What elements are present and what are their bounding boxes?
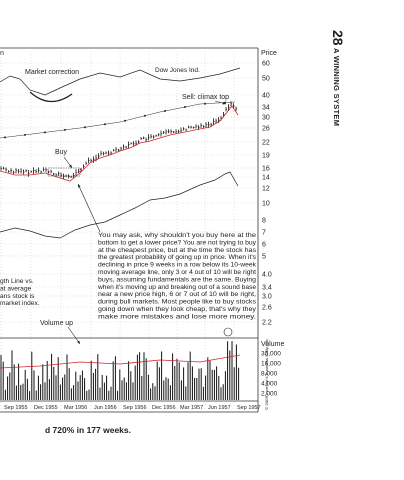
average-dot bbox=[124, 119, 126, 122]
price-tick-label: 8 bbox=[262, 218, 266, 225]
price-tick-label: 26 bbox=[262, 126, 270, 133]
average-dot bbox=[44, 131, 46, 134]
volume-tick-label: 30,000 bbox=[261, 351, 281, 358]
volume-tick-label: 16,000 bbox=[261, 361, 281, 368]
price-tick-label: 10 bbox=[262, 201, 270, 208]
long-average bbox=[0, 101, 236, 139]
paragraph-line: going down when they look cheap, that's … bbox=[98, 306, 257, 313]
x-tick-label: Jun 1957 bbox=[208, 405, 231, 411]
top-left-label: n bbox=[0, 50, 4, 57]
price-tick-label: 12 bbox=[262, 186, 270, 193]
annotation: Sell: climax top bbox=[182, 94, 229, 101]
average-dot bbox=[24, 133, 26, 136]
note-line: gth Line vs. bbox=[0, 278, 34, 285]
x-tick-label: Mar 1957 bbox=[180, 405, 203, 411]
average-dot bbox=[144, 114, 146, 117]
average-dot bbox=[84, 126, 86, 129]
price-tick-label: 14 bbox=[262, 175, 270, 182]
price-tick-label: 16 bbox=[262, 166, 270, 173]
price-tick-label: 5 bbox=[262, 254, 266, 261]
annotation: Dow Jones Ind. bbox=[155, 67, 200, 74]
average-dot bbox=[104, 123, 106, 126]
x-tick-label: Sep 1955 bbox=[4, 405, 28, 411]
rs-line bbox=[0, 171, 239, 239]
annotation: Volume up bbox=[40, 320, 73, 327]
x-tick-label: Sep 1956 bbox=[123, 405, 147, 411]
paragraph-line: bottom to get a lower price? You are not… bbox=[98, 239, 257, 246]
price-tick-label: 2.2 bbox=[262, 320, 272, 327]
note-line: ans stock is bbox=[0, 293, 35, 300]
price-tick-label: 19 bbox=[262, 153, 270, 160]
base-box bbox=[47, 167, 81, 177]
arrow-head bbox=[77, 340, 80, 344]
volume-tick-label: 2,000 bbox=[261, 391, 278, 398]
x-tick-label: Dec 1956 bbox=[152, 405, 176, 411]
volume-tick-label: 8,000 bbox=[261, 371, 278, 378]
x-tick-label: Dec 1955 bbox=[34, 405, 58, 411]
price-label: Price bbox=[261, 50, 277, 57]
volume-tick-label: 4,000 bbox=[261, 381, 278, 388]
annotation: Market correction bbox=[25, 69, 79, 76]
price-tick-label: 2.6 bbox=[262, 305, 272, 312]
price-tick-label: 6 bbox=[262, 242, 266, 249]
paragraph-line: the greatest probability of going up in … bbox=[98, 254, 257, 261]
paragraph-line: You may ask, why shouldn't you buy here … bbox=[98, 232, 256, 239]
arrow-head bbox=[69, 164, 72, 168]
arrow-head bbox=[222, 101, 226, 105]
price-tick-label: 22 bbox=[262, 140, 270, 147]
price-tick-label: 3.0 bbox=[262, 294, 272, 301]
average-dot bbox=[164, 110, 166, 112]
correction-arc bbox=[29, 91, 73, 103]
x-tick-label: Jun 1956 bbox=[94, 405, 117, 411]
price-tick-label: 50 bbox=[262, 76, 270, 83]
price-tick-label: 7 bbox=[262, 230, 266, 237]
paragraph-line: buys, assuming fundamentals are the same… bbox=[98, 276, 256, 283]
copyright: © 2009 Investor's Business Daily, Inc. bbox=[264, 338, 269, 410]
climax-marker bbox=[223, 327, 233, 337]
running-title: A WINNING SYSTEM bbox=[332, 48, 341, 126]
volume-average bbox=[0, 354, 241, 369]
annotation: Buy bbox=[55, 149, 68, 156]
paragraph-line: declining in price 9 weeks in a row belo… bbox=[98, 262, 257, 269]
note-line: market index. bbox=[0, 300, 40, 307]
average-dot bbox=[184, 106, 186, 108]
short-average bbox=[0, 105, 239, 182]
paragraph-line: when it's moving up and breaking out of … bbox=[97, 284, 256, 291]
average-dot bbox=[204, 102, 206, 105]
price-tick-label: 60 bbox=[262, 61, 270, 68]
arrow bbox=[77, 183, 101, 233]
caption: d 720% in 177 weeks. bbox=[45, 425, 131, 435]
paragraph-line: make more mistakes and lose more money. bbox=[98, 313, 256, 320]
arrow bbox=[67, 326, 81, 345]
price-tick-label: 3.4 bbox=[262, 285, 272, 292]
note-line: at average bbox=[0, 285, 31, 292]
page-number: 28 bbox=[330, 30, 346, 46]
average-dot bbox=[4, 136, 6, 139]
x-tick-label: Mar 1956 bbox=[64, 405, 87, 411]
paragraph-line: near a new price high, 6 or 7 out of 10 … bbox=[98, 291, 256, 298]
dow-line bbox=[0, 67, 241, 96]
average-dot bbox=[64, 128, 66, 131]
paragraph-line: moving average line, only 3 or 4 out of … bbox=[98, 269, 256, 276]
arrow-head bbox=[78, 184, 81, 188]
price-tick-label: 4.0 bbox=[262, 272, 272, 279]
paragraph-line: at the cheapest price, but at the time t… bbox=[98, 247, 257, 254]
x-tick-label: Sep 1957 bbox=[237, 405, 261, 411]
paragraph-line: during bull markets. Most people like to… bbox=[98, 299, 257, 306]
price-tick-label: 40 bbox=[262, 93, 270, 100]
price-tick-label: 30 bbox=[262, 115, 270, 122]
price-tick-label: 34 bbox=[262, 105, 270, 112]
volume-label: Volume bbox=[261, 341, 284, 348]
